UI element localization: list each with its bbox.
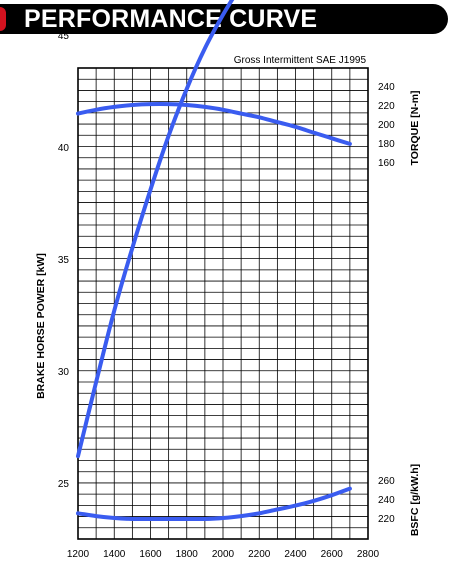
power-axis-label: BRAKE HORSE POWER [kW] <box>35 253 47 399</box>
header-accent <box>0 7 6 31</box>
torque-axis-label: TORQUE [N-m] <box>409 90 421 165</box>
bsfc-curve <box>76 486 352 522</box>
header-background <box>0 4 448 34</box>
power-tick-label: 45 <box>58 31 70 42</box>
plot-frame <box>77 67 369 540</box>
power-tick-label: 40 <box>58 143 70 154</box>
bsfc-tick-label: 240 <box>378 495 395 506</box>
torque-tick-label: 200 <box>378 120 395 131</box>
x-tick-label: 1800 <box>176 549 199 560</box>
power-tick-label: 30 <box>58 367 70 378</box>
chart-subtitle: Gross Intermittent SAE J1995 <box>234 55 367 66</box>
bsfc-tick-label: 220 <box>378 514 395 525</box>
x-tick-label: 2400 <box>284 549 307 560</box>
bsfc-axis-label: BSFC [g/kW.h] <box>409 464 421 536</box>
power-tick-label: 35 <box>58 255 70 266</box>
bsfc-tick-label: 260 <box>378 476 395 487</box>
torque-tick-label: 160 <box>378 158 395 169</box>
x-tick-label: 1400 <box>103 549 126 560</box>
torque-tick-label: 220 <box>378 101 395 112</box>
power-curve <box>76 0 235 459</box>
torque-tick-label: 240 <box>378 82 395 93</box>
page-title: PERFORMANCE CURVE <box>24 5 318 33</box>
power-tick-label: 25 <box>58 479 70 490</box>
x-tick-label: 2600 <box>321 549 344 560</box>
x-tick-label: 2800 <box>357 549 380 560</box>
x-tick-label: 2000 <box>212 549 235 560</box>
x-tick-label: 1200 <box>67 549 90 560</box>
torque-tick-label: 180 <box>378 139 395 150</box>
x-tick-label: 2200 <box>248 549 271 560</box>
torque-curve <box>76 101 352 146</box>
x-tick-label: 1600 <box>139 549 162 560</box>
header-bar: PERFORMANCE CURVE <box>0 4 448 34</box>
